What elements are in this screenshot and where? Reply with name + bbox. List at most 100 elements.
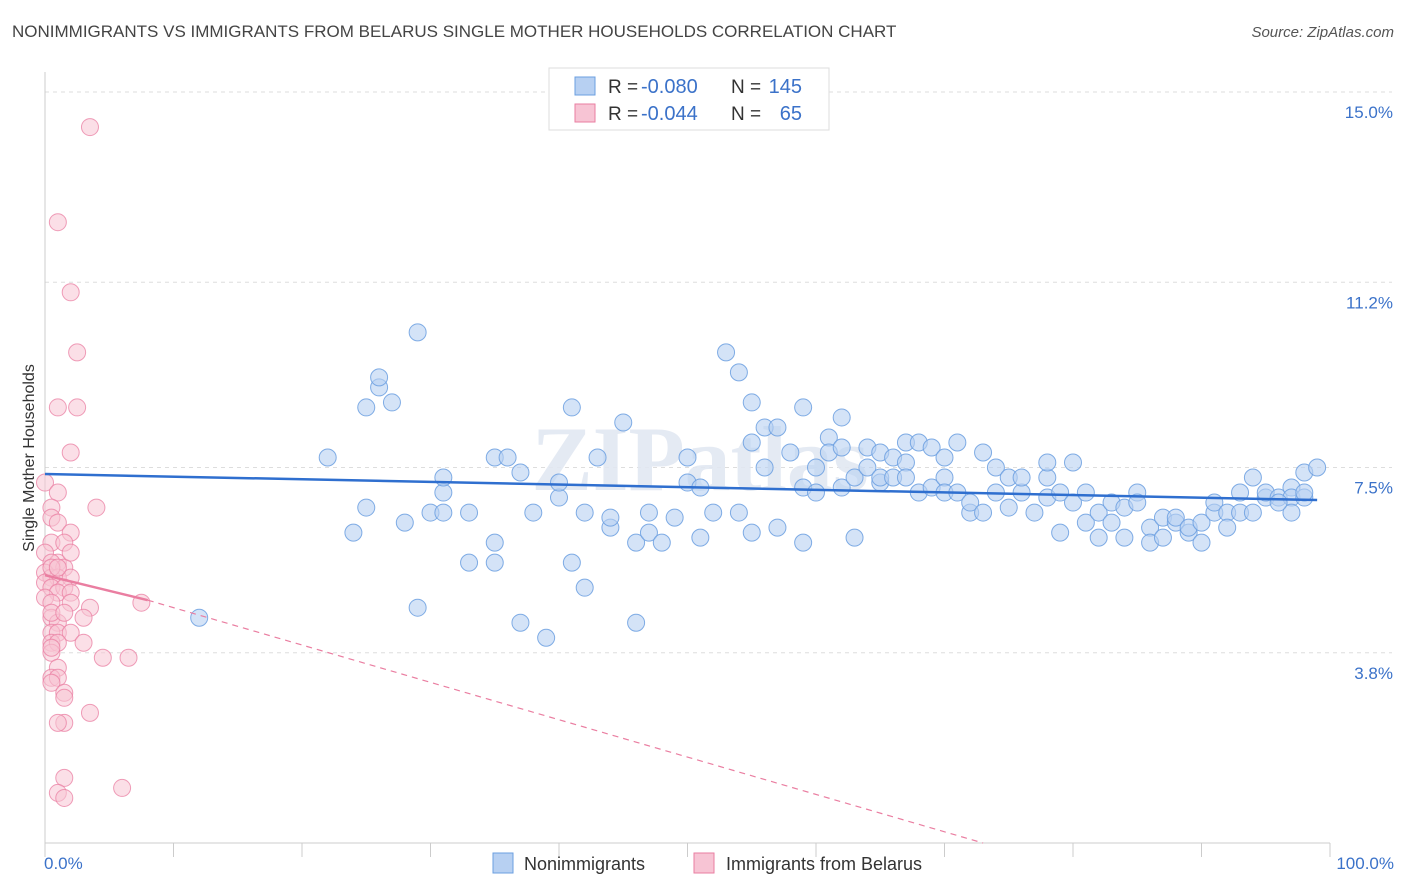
data-point-belarus	[68, 398, 87, 417]
data-point-nonimmigrants	[665, 508, 684, 527]
data-point-nonimmigrants	[1192, 513, 1211, 532]
data-point-nonimmigrants	[768, 518, 787, 537]
data-point-belarus	[68, 343, 87, 362]
data-point-nonimmigrants	[1231, 483, 1250, 502]
data-point-nonimmigrants	[729, 503, 748, 522]
data-point-nonimmigrants	[807, 483, 825, 502]
chart-title: NONIMMIGRANTS VS IMMIGRANTS FROM BELARUS…	[12, 22, 897, 41]
data-point-nonimmigrants	[627, 533, 646, 552]
data-point-nonimmigrants	[1128, 493, 1147, 512]
data-point-belarus	[119, 648, 138, 667]
legend-r-label: R =	[608, 77, 638, 98]
data-point-nonimmigrants	[614, 413, 633, 432]
legend-n-label: N =	[731, 104, 761, 125]
data-point-nonimmigrants	[575, 578, 594, 597]
data-point-nonimmigrants	[858, 458, 877, 477]
data-point-nonimmigrants	[896, 468, 915, 487]
data-point-belarus	[80, 118, 99, 137]
data-point-nonimmigrants	[896, 453, 915, 472]
data-point-nonimmigrants	[935, 448, 954, 467]
data-point-belarus	[113, 778, 132, 797]
data-point-nonimmigrants	[485, 553, 504, 572]
data-point-nonimmigrants	[729, 363, 748, 382]
data-point-nonimmigrants	[1051, 483, 1070, 502]
data-point-nonimmigrants	[832, 438, 851, 457]
data-point-nonimmigrants	[1166, 508, 1185, 527]
data-point-nonimmigrants	[794, 533, 813, 552]
data-point-nonimmigrants	[434, 483, 453, 502]
data-point-nonimmigrants	[408, 598, 427, 617]
data-point-nonimmigrants	[1012, 468, 1031, 487]
legend-n-value: 145	[769, 76, 802, 98]
x-tick-label-max: 100.0%	[1336, 854, 1394, 873]
y-tick-label: 3.8%	[1354, 664, 1393, 683]
data-point-nonimmigrants	[768, 418, 787, 437]
data-point-belarus	[61, 623, 80, 642]
data-point-belarus	[74, 633, 93, 652]
data-point-nonimmigrants	[999, 498, 1018, 517]
data-point-nonimmigrants	[485, 533, 504, 552]
data-point-belarus	[48, 483, 67, 502]
data-point-belarus	[55, 768, 74, 787]
legend-r-value: -0.044	[641, 103, 698, 125]
data-point-nonimmigrants	[357, 398, 376, 417]
data-point-nonimmigrants	[1308, 458, 1327, 477]
data-point-nonimmigrants	[794, 398, 813, 417]
data-point-nonimmigrants	[1051, 523, 1070, 542]
data-point-nonimmigrants	[935, 468, 954, 487]
data-point-nonimmigrants	[1064, 453, 1082, 472]
data-point-nonimmigrants	[562, 553, 581, 572]
trendline-nonimmigrants	[44, 472, 1318, 502]
data-point-nonimmigrants	[1295, 483, 1314, 502]
data-point-nonimmigrants	[1243, 503, 1262, 522]
data-point-nonimmigrants	[460, 503, 479, 522]
legend-n-label: N =	[731, 77, 761, 98]
data-point-nonimmigrants	[742, 523, 761, 542]
data-point-belarus	[55, 603, 74, 622]
data-point-nonimmigrants	[1269, 493, 1288, 512]
data-point-nonimmigrants	[845, 528, 864, 547]
data-point-nonimmigrants	[588, 448, 607, 467]
data-point-nonimmigrants	[691, 528, 710, 547]
data-point-nonimmigrants	[742, 393, 761, 412]
data-point-belarus	[42, 638, 61, 657]
data-point-nonimmigrants	[1089, 528, 1108, 547]
data-point-belarus	[61, 283, 80, 302]
data-point-nonimmigrants	[1243, 468, 1262, 487]
data-point-nonimmigrants	[1038, 468, 1057, 487]
data-point-nonimmigrants	[370, 368, 389, 387]
data-point-belarus	[61, 543, 80, 562]
data-point-nonimmigrants	[639, 503, 658, 522]
data-point-nonimmigrants	[1076, 513, 1095, 532]
data-point-nonimmigrants	[511, 463, 530, 482]
data-point-nonimmigrants	[845, 468, 864, 487]
y-tick-label: 7.5%	[1354, 479, 1393, 498]
data-point-nonimmigrants	[832, 478, 851, 497]
data-point-nonimmigrants	[974, 503, 993, 522]
data-point-nonimmigrants	[652, 533, 671, 552]
data-point-nonimmigrants	[1038, 453, 1057, 472]
data-point-nonimmigrants	[511, 613, 530, 632]
data-point-nonimmigrants	[742, 433, 761, 452]
legend-box	[548, 67, 830, 131]
legend-bottom: Nonimmigrants Immigrants from Belarus	[492, 852, 922, 874]
data-point-nonimmigrants	[190, 608, 209, 627]
data-point-nonimmigrants	[948, 433, 967, 452]
data-point-belarus	[55, 788, 74, 807]
legend-r-value: -0.080	[641, 76, 698, 98]
data-point-nonimmigrants	[408, 323, 427, 342]
data-point-belarus	[42, 673, 61, 692]
data-point-nonimmigrants	[1282, 503, 1301, 522]
data-point-nonimmigrants	[318, 448, 337, 467]
data-point-nonimmigrants	[460, 553, 479, 572]
x-tick-label-min: 0.0%	[44, 854, 83, 873]
data-point-belarus	[80, 703, 99, 722]
legend-swatch-nonimmigrants	[574, 76, 596, 96]
data-point-belarus	[48, 713, 67, 732]
data-point-nonimmigrants	[550, 488, 568, 507]
data-point-nonimmigrants	[1089, 503, 1108, 522]
legend-n-value: 65	[780, 103, 802, 125]
legend-r-label: R =	[608, 104, 638, 125]
data-point-nonimmigrants	[627, 613, 646, 632]
data-point-nonimmigrants	[382, 393, 401, 412]
